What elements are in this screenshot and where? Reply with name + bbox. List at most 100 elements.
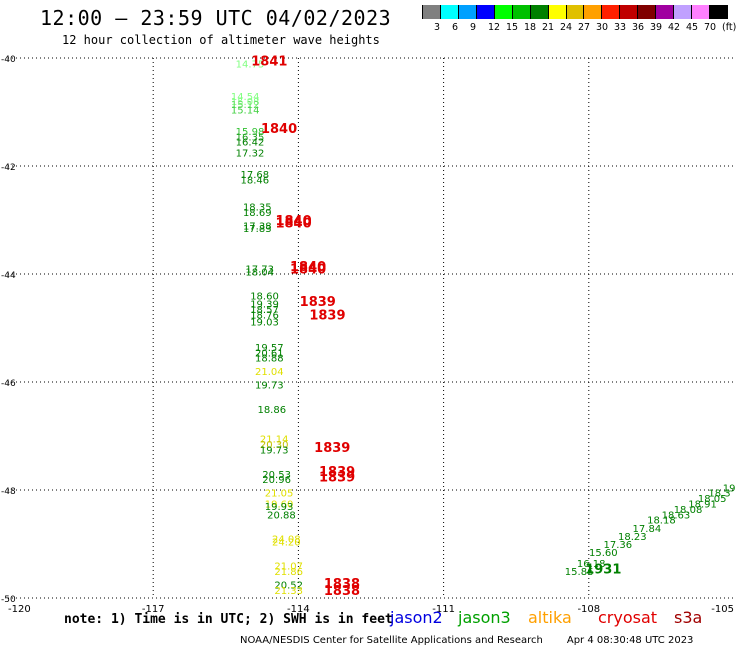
scale-label: 33 [614,22,627,33]
scale-label: 36 [632,22,645,33]
lon-tick-label: -105 [711,604,734,615]
scale-label: 6 [452,22,459,33]
scale-label: 30 [596,22,609,33]
wave-height-label: 17.83 [243,224,272,235]
wave-height-label: 17.38 [243,221,272,232]
pass-time-label: 1839 [314,441,350,456]
scale-swatch [458,5,477,19]
scale-swatch [656,5,675,19]
wave-height-label: 14.75 [236,59,265,70]
scale-swatch [566,5,585,19]
scale-label: 15 [506,22,519,33]
wave-height-label: 18.3 [708,489,730,500]
wave-height-label: 19.60 [265,500,294,511]
wave-height-label: 18.05 [698,494,727,505]
color-scale-labels: 3 6 9 12 15 18 21 24 27 30 33 36 39 42 45 70 (ft) [422,22,740,34]
pass-time-label: 1839 [319,465,355,480]
legend-cryosat: cryosat [598,608,658,627]
wave-height-label: 16.18 [577,559,606,570]
wave-height-label: 18.86 [257,405,286,416]
footer-credit-line: NOAA/NESDIS Center for Satellite Applica… [240,635,693,646]
scale-swatch [512,5,531,19]
lon-tick-label: -120 [8,604,31,615]
lon-tick-label: -108 [577,604,600,615]
wave-height-label: 19.73 [260,446,289,457]
scale-swatch [548,5,567,19]
footer-note: note: 1) Time is in UTC; 2) SWH is in fe… [64,612,393,627]
scale-swatch [530,5,549,19]
scale-swatch [422,5,441,19]
lon-tick-label: -117 [142,604,165,615]
footer-credit: NOAA/NESDIS Center for Satellite Applica… [240,635,543,646]
legend-jason3: jason3 [458,608,511,627]
wave-height-label: 18.08 [674,505,703,516]
color-scale-legend [422,5,728,19]
wave-height-label: 20.96 [262,475,291,486]
wave-height-label: 18.60 [250,292,279,303]
lat-tick-label: -46 [1,379,16,389]
wave-height-label: 18.63 [662,510,691,521]
scale-label: 18 [524,22,537,33]
wave-height-label: 14.54 [231,92,260,103]
wave-height-label: 18.91 [688,500,717,511]
wave-height-label: 15.08 [231,97,260,108]
wave-height-label: 18.57 [250,305,279,316]
lat-tick-label: -40 [1,55,16,65]
wave-height-label: 20.30 [260,440,289,451]
scale-swatch [476,5,495,19]
wave-height-label: 20.88 [267,510,296,521]
wave-height-label: 18.88 [255,354,284,365]
wave-height-label: 19.73 [255,381,284,392]
wave-height-label: 19.57 [255,343,284,354]
wave-height-label: 17.32 [236,149,265,160]
lon-tick-label: -114 [287,604,310,615]
scale-label: 3 [434,22,441,33]
scale-label: 9 [470,22,477,33]
page-title: 12:00 — 23:59 UTC 04/02/2023 [40,6,392,30]
wave-height-label: 21.86 [274,567,303,578]
scale-swatch [620,5,639,19]
scale-swatch [584,5,603,19]
scale-label: 70 [704,22,717,33]
scale-label: 39 [650,22,663,33]
scale-label: 24 [560,22,573,33]
wave-height-label: 17.68 [241,170,270,181]
scale-swatch [638,5,657,19]
scale-swatch [602,5,621,19]
page-subtitle: 12 hour collection of altimeter wave hei… [62,33,380,47]
scale-swatch [692,5,710,19]
scale-label: 12 [488,22,501,33]
scale-label: 27 [578,22,591,33]
pass-time-label: 1840 [290,260,326,275]
wave-height-label: 24.08 [272,535,301,546]
wave-height-label: 18.23 [618,532,647,543]
pass-time-label: 1840 [275,217,311,232]
pass-time-label: 1839 [309,309,345,324]
wave-height-label: 17.84 [633,524,662,535]
wave-height-label: 18.18 [647,516,676,527]
wave-height-label: 16.42 [236,138,265,149]
scale-swatch [494,5,513,19]
scale-swatch [710,5,728,19]
wave-height-label: 15.12 [231,100,260,111]
wave-height-label: 20.61 [255,348,284,359]
lat-tick-label: -48 [1,487,16,497]
footer-generated-time: Apr 4 08:30:48 UTC 2023 [566,635,694,646]
wave-height-label: 18.69 [243,208,272,219]
wave-height-label: 17.36 [604,540,633,551]
wave-height-label: 18.46 [241,176,270,187]
pass-time-label: 1840 [275,214,311,229]
wave-height-label: 19 [723,483,736,494]
pass-time-label: 1838 [324,577,360,592]
scale-label: 42 [668,22,681,33]
wave-height-label: 19.03 [250,318,279,329]
scale-label: 21 [542,22,555,33]
wave-height-label: 20.53 [262,470,291,481]
wave-height-label: 17.73 [245,265,274,276]
wave-height-label: 21.14 [260,435,289,446]
wave-height-label: 15.60 [589,548,618,559]
wave-height-label: 19.39 [250,300,279,311]
legend-s3a: s3a [674,608,703,627]
scale-label: 45 [686,22,699,33]
